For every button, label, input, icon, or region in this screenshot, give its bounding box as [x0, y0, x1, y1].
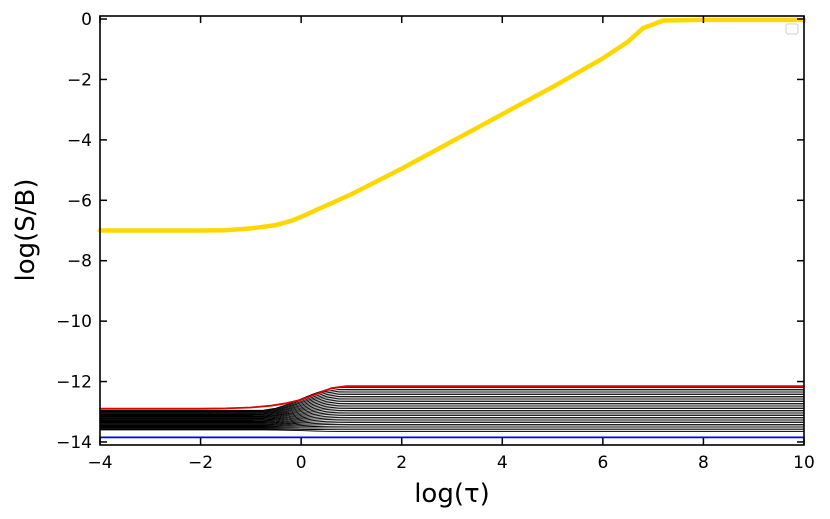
band-line: [100, 395, 804, 415]
y-axis-label: log(S/B): [11, 178, 41, 281]
band-line: [100, 401, 804, 417]
band-line: [100, 388, 804, 412]
band-line: [100, 387, 804, 411]
band-line: [100, 416, 804, 425]
band-line: [100, 392, 804, 414]
line-band: [100, 387, 804, 432]
band-line: [100, 413, 804, 423]
band-line: [100, 394, 804, 414]
x-tick-label: 8: [698, 453, 709, 473]
band-line: [100, 420, 804, 426]
x-tick-label: 2: [396, 453, 407, 473]
series-layer: [97, 17, 807, 439]
band-line: [100, 428, 804, 431]
band-line: [100, 406, 804, 420]
band-line: [100, 429, 804, 432]
x-axis: −4 −2 0 2 4 6 8 10: [87, 16, 815, 473]
band-line: [100, 418, 804, 425]
band-line: [100, 404, 804, 419]
band-line: [100, 415, 804, 424]
band-line: [100, 397, 804, 416]
series-line-red: [99, 385, 805, 410]
legend-box: [785, 23, 799, 35]
y-tick-label: −6: [67, 191, 92, 211]
band-line: [100, 408, 804, 421]
series-line-yellow: [97, 17, 807, 233]
x-tick-label: 0: [296, 453, 307, 473]
band-line: [100, 390, 804, 413]
x-axis-label: log(τ): [414, 479, 490, 509]
band-line: [100, 402, 804, 418]
y-tick-label: −12: [56, 373, 92, 393]
band-line: [100, 399, 804, 417]
y-tick-label: −14: [56, 433, 92, 453]
x-tick-label: −2: [188, 453, 213, 473]
y-axis: 0 −2 −4 −6 −8 −10 −12 −14: [56, 10, 804, 453]
x-tick-label: 10: [793, 453, 815, 473]
x-tick-label: −4: [87, 453, 112, 473]
y-tick-label: −2: [67, 70, 92, 90]
band-line: [100, 423, 804, 428]
band-line: [100, 411, 804, 422]
plot-frame: [99, 15, 805, 446]
y-tick-label: 0: [81, 10, 92, 30]
band-line: [100, 425, 804, 428]
x-tick-label: 6: [597, 453, 608, 473]
y-tick-label: −8: [67, 252, 92, 272]
y-tick-label: −10: [56, 312, 92, 332]
x-tick-label: 4: [497, 453, 508, 473]
band-line: [100, 409, 804, 421]
band-line: [100, 422, 804, 427]
y-tick-label: −4: [67, 131, 92, 151]
